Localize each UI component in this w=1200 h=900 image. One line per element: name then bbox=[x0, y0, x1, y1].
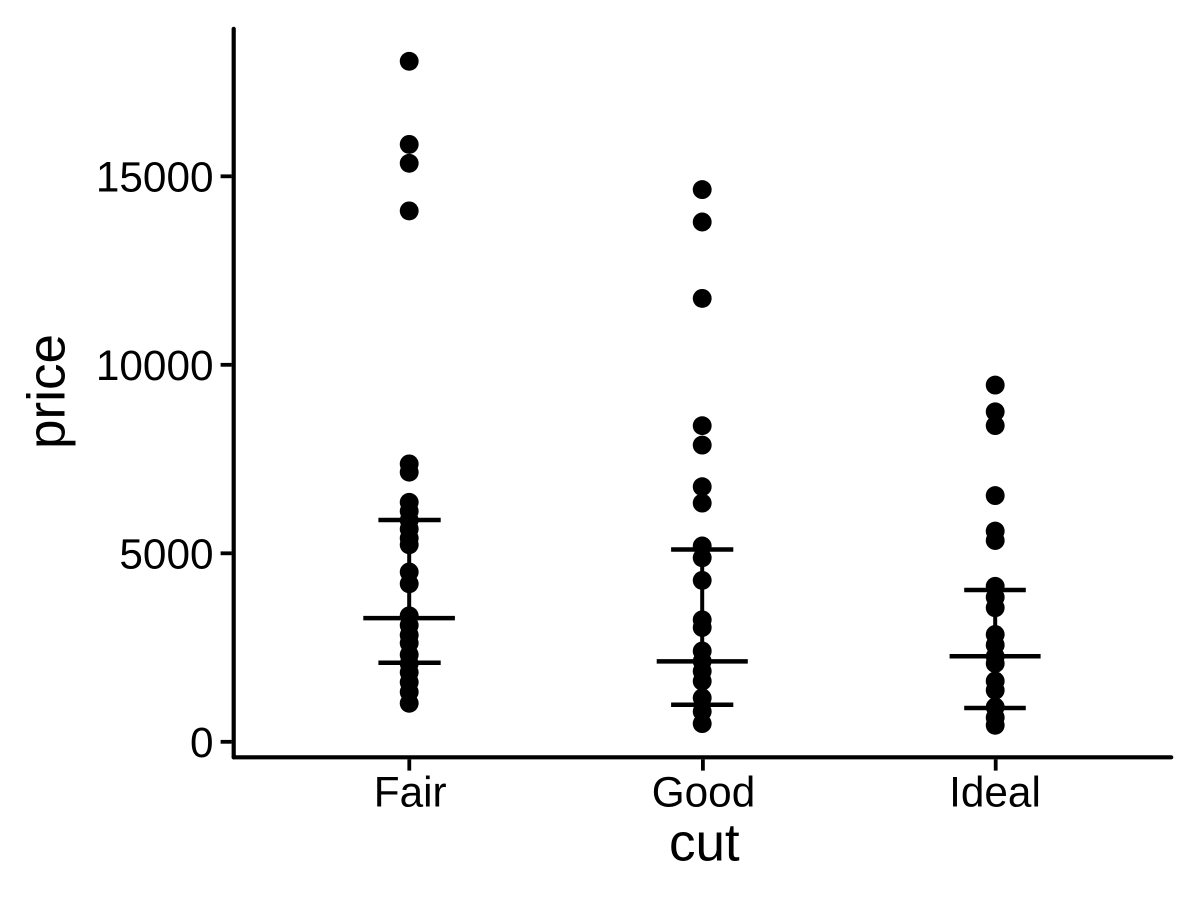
svg-text:Ideal: Ideal bbox=[949, 769, 1041, 816]
svg-text:15000: 15000 bbox=[96, 154, 214, 201]
svg-text:price: price bbox=[17, 334, 76, 449]
svg-text:cut: cut bbox=[669, 814, 740, 873]
svg-text:Good: Good bbox=[652, 769, 755, 816]
svg-text:5000: 5000 bbox=[119, 531, 213, 578]
svg-text:10000: 10000 bbox=[96, 342, 214, 389]
svg-text:Fair: Fair bbox=[374, 769, 447, 816]
svg-text:0: 0 bbox=[190, 719, 214, 766]
